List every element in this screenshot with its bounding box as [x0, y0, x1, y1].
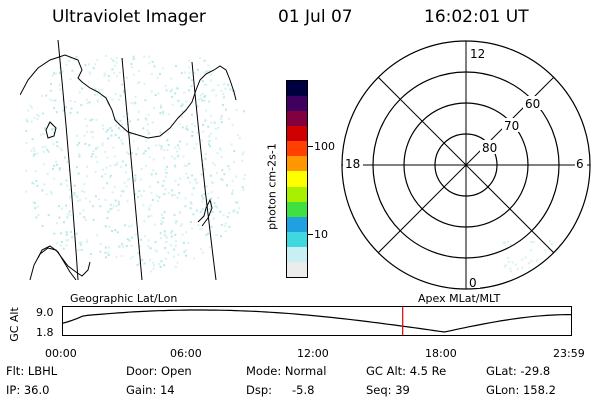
colorbar-segment — [287, 261, 307, 278]
colorbar-segment — [287, 231, 307, 247]
coastline — [20, 54, 237, 139]
mlt-label-6: 6 — [576, 157, 584, 171]
time-label: 16:02:01 UT — [424, 7, 529, 27]
ring-label-80: 80 — [482, 141, 497, 155]
dsp-label: Dsp: — [246, 383, 273, 397]
longitude-line — [121, 57, 143, 280]
colorbar-segment — [287, 216, 307, 232]
coastline-south — [29, 247, 91, 280]
polar-plot: 80 70 60 12 18 6 0 — [341, 40, 591, 290]
xtick-0600: 06:00 — [170, 347, 202, 360]
longitude-line — [57, 40, 79, 280]
colorbar-segment — [287, 111, 307, 127]
colorbar-tick-10: 10 — [314, 228, 328, 241]
xtick-0000: 00:00 — [45, 347, 77, 360]
colorbar-segment — [287, 126, 307, 142]
mlt-label-0: 0 — [469, 276, 477, 290]
colorbar-segment — [287, 156, 307, 172]
ytick-9: 9.0 — [36, 306, 54, 319]
dsp-value: -5.8 — [292, 383, 315, 397]
geographic-map — [20, 40, 247, 280]
xtick-1200: 12:00 — [297, 347, 329, 360]
ytick-1-8: 1.8 — [36, 326, 54, 339]
seq-field: Seq: 39 — [366, 383, 410, 397]
orbit-altitude-plot — [61, 306, 572, 336]
xtick-2359: 23:59 — [553, 347, 585, 360]
glon-field: GLon: 158.2 — [486, 383, 556, 397]
geo-panel-label: Geographic Lat/Lon — [70, 292, 178, 305]
colorbar-segment — [287, 201, 307, 217]
colorbar-segment — [287, 171, 307, 187]
gain-field: Gain: 14 — [126, 383, 175, 397]
xtick-1800: 18:00 — [425, 347, 457, 360]
glat-field: GLat: -29.8 — [486, 364, 551, 378]
colorbar — [286, 80, 308, 278]
colorbar-segment — [287, 96, 307, 112]
mlt-label-18: 18 — [345, 157, 360, 171]
apex-panel-label: Apex MLat/MLT — [418, 292, 501, 305]
mode-field: Mode: Normal — [246, 364, 327, 378]
ring-label-70: 70 — [504, 119, 519, 133]
gc-alt-field: GC Alt: 4.5 Re — [366, 364, 447, 378]
filter-field: Flt: LBHL — [6, 364, 58, 378]
door-field: Door: Open — [126, 364, 192, 378]
colorbar-tick-mark — [308, 234, 313, 235]
colorbar-segment — [287, 141, 307, 157]
instrument-title: Ultraviolet Imager — [52, 7, 206, 27]
longitude-line — [191, 61, 217, 280]
timeline-ylabel: GC Alt — [7, 307, 21, 342]
colorbar-tick-mark — [308, 146, 313, 148]
plot-frame — [62, 306, 572, 336]
date-label: 01 Jul 07 — [278, 7, 353, 27]
uv-speckle-field — [25, 55, 247, 273]
ip-field: IP: 36.0 — [6, 383, 50, 397]
coastline-peninsula — [37, 245, 77, 280]
colorbar-label: photon cm-2s-1 — [265, 143, 279, 230]
ring-label-60: 60 — [525, 97, 540, 111]
mlt-label-12: 12 — [470, 47, 485, 61]
colorbar-segment — [287, 81, 307, 97]
uv-speckle-field — [502, 240, 561, 273]
colorbar-tick-100: 100 — [314, 140, 335, 153]
coastline-island — [45, 121, 57, 139]
altitude-curve — [61, 309, 572, 333]
colorbar-segment — [287, 186, 307, 202]
colorbar-segment — [287, 246, 307, 262]
